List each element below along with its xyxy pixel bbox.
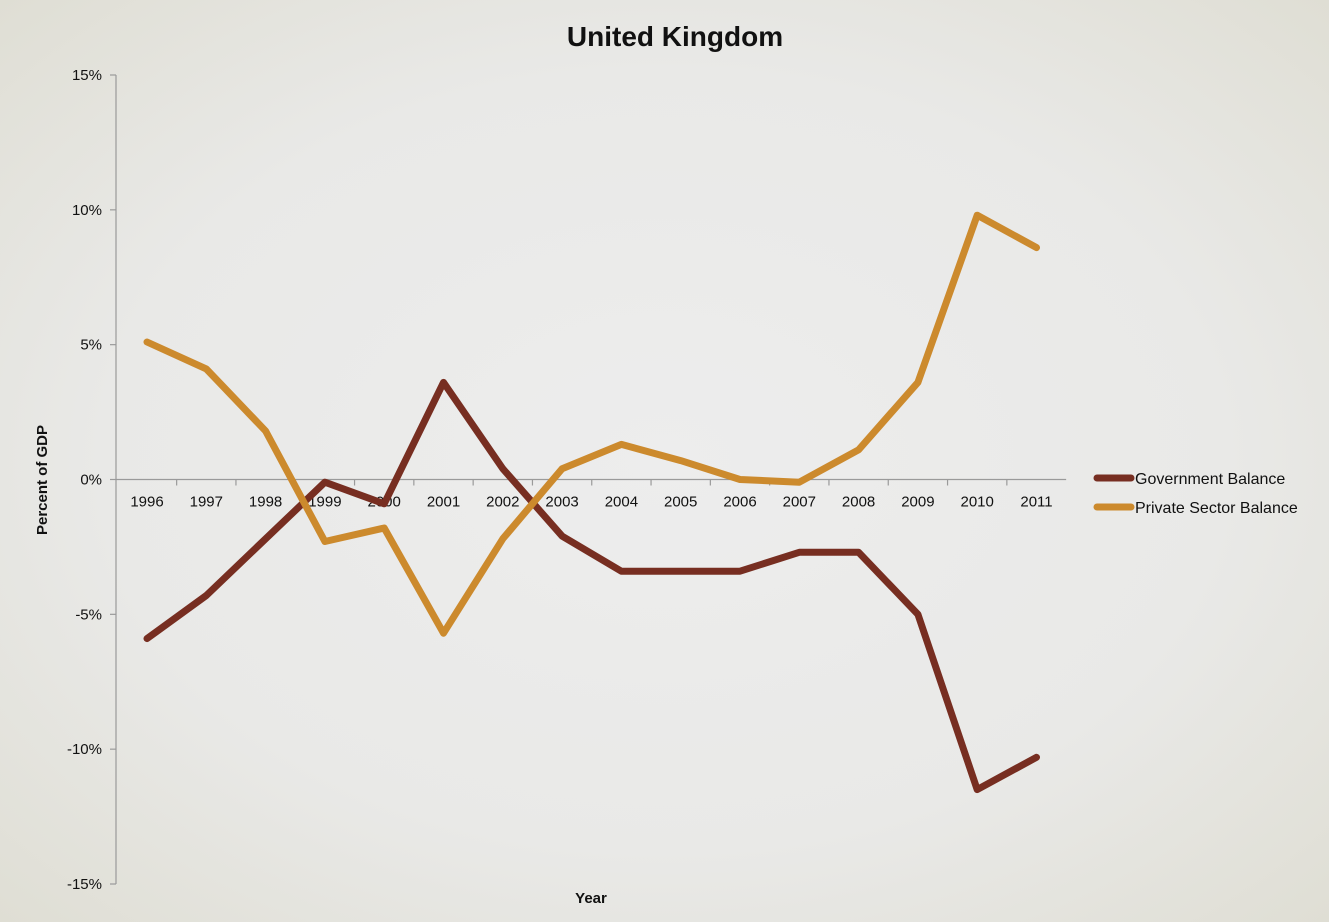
x-tick-label: 1999 bbox=[308, 494, 341, 511]
y-tick-label: 10% bbox=[72, 202, 102, 219]
x-tick-label: 1997 bbox=[190, 494, 223, 511]
x-tick-label: 1996 bbox=[130, 494, 163, 511]
y-axis-title: Percent of GDP bbox=[34, 425, 51, 535]
legend-label: Government Balance bbox=[1135, 471, 1285, 488]
chart-title: United Kingdom bbox=[567, 21, 783, 52]
legend-label: Private Sector Balance bbox=[1135, 500, 1298, 517]
series-lines bbox=[143, 211, 1040, 794]
x-tick-label: 2001 bbox=[427, 494, 460, 511]
x-tick-label: 2007 bbox=[783, 494, 816, 511]
x-tick-label: 2010 bbox=[961, 494, 994, 511]
x-tick-label: 1998 bbox=[249, 494, 282, 511]
series-line-government-balance bbox=[143, 378, 1040, 794]
y-tick-label: -10% bbox=[67, 741, 102, 758]
x-tick-label: 2009 bbox=[901, 494, 934, 511]
y-tick-label: 0% bbox=[80, 472, 102, 489]
x-axis-title: Year bbox=[575, 890, 607, 907]
x-tick-label: 2008 bbox=[842, 494, 875, 511]
x-tick-label: 2003 bbox=[545, 494, 578, 511]
x-tick-label: 2005 bbox=[664, 494, 697, 511]
x-tick-label: 2004 bbox=[605, 494, 638, 511]
y-tick-label: -5% bbox=[75, 606, 102, 623]
x-axis: 1996 1997 1998 1999 2000 2001 2002 2003 2004 2005… bbox=[116, 478, 1067, 511]
y-tick-label: 5% bbox=[80, 337, 102, 354]
x-tick-label: 2006 bbox=[723, 494, 756, 511]
x-tick-label: 2011 bbox=[1020, 494, 1052, 511]
series-line-private-sector-balance bbox=[143, 211, 1040, 637]
y-tick-label: 15% bbox=[72, 67, 102, 84]
y-tick-label: -15% bbox=[67, 876, 102, 893]
y-axis: 15% 10% 5% 0% -5% -10% -15% bbox=[67, 67, 117, 893]
x-tick-label: 2002 bbox=[486, 494, 519, 511]
legend: Government Balance Private Sector Balance bbox=[1093, 471, 1298, 517]
